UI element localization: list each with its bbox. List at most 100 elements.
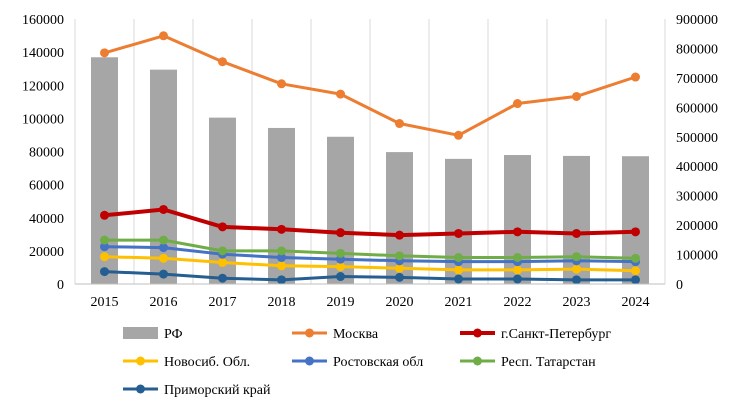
y-right-tick-label: 400000 xyxy=(676,160,718,175)
series-point-0 xyxy=(454,130,463,140)
series-point-1 xyxy=(277,224,286,234)
series-point-3 xyxy=(277,253,286,262)
series-point-2 xyxy=(572,264,581,274)
series-point-2 xyxy=(631,266,640,276)
legend-marker xyxy=(136,384,145,394)
legend-label: Респ. Татарстан xyxy=(501,355,596,370)
series-point-4 xyxy=(336,248,345,258)
legend-marker xyxy=(305,356,314,366)
y-right-tick-label: 0 xyxy=(676,278,683,293)
legend-item: Ростовская обл xyxy=(292,355,423,370)
x-tick-label: 2015 xyxy=(91,295,119,310)
series-point-1 xyxy=(336,228,345,238)
series-point-4 xyxy=(100,235,109,245)
axes: 0 20000 40000 60000 80000 100000 120000 140000 1… xyxy=(22,13,718,310)
legend: РФ Москва г.Санкт-Петербург Новосиб. Обл. Ро… xyxy=(123,327,611,398)
y-right-tick-label: 200000 xyxy=(676,219,718,234)
x-tick-label: 2020 xyxy=(386,295,414,310)
series-point-4 xyxy=(277,246,286,256)
series-point-5 xyxy=(631,275,640,285)
series-point-0 xyxy=(631,72,640,82)
legend-label: Новосиб. Обл. xyxy=(164,355,250,370)
y-left-tick-label: 120000 xyxy=(22,79,64,94)
x-tick-label: 2024 xyxy=(622,295,650,310)
legend-item: Москва xyxy=(292,327,379,342)
series-point-0 xyxy=(572,91,581,101)
series-point-1 xyxy=(218,222,227,232)
y-right-tick-label: 700000 xyxy=(676,72,718,87)
series-point-2 xyxy=(218,257,227,267)
series-line-1 xyxy=(104,207,636,238)
legend-item: Новосиб. Обл. xyxy=(123,355,250,370)
series-point-0 xyxy=(277,79,286,89)
series-point-1 xyxy=(513,227,522,237)
series-point-0 xyxy=(395,119,404,129)
series-point-1 xyxy=(454,228,463,238)
series-point-4 xyxy=(631,253,640,263)
legend-label: РФ xyxy=(164,327,183,342)
legend-item: г.Санкт-Петербург xyxy=(460,327,611,342)
y-right-tick-label: 500000 xyxy=(676,131,718,146)
legend-label: Ростовская обл xyxy=(333,355,423,370)
series-point-0 xyxy=(336,89,345,99)
legend-label: г.Санкт-Петербург xyxy=(501,327,611,342)
x-tick-label: 2022 xyxy=(504,295,532,310)
y-right-tick-label: 300000 xyxy=(676,190,718,205)
series-point-4 xyxy=(218,246,227,256)
x-tick-label: 2021 xyxy=(445,295,473,310)
series-point-4 xyxy=(395,251,404,261)
x-tick-label: 2018 xyxy=(268,295,296,310)
x-tick-label: 2016 xyxy=(150,295,178,310)
series-point-1 xyxy=(631,227,640,237)
y-left-tick-label: 40000 xyxy=(29,212,64,227)
series-point-5 xyxy=(513,274,522,284)
series-line-0 xyxy=(104,34,636,137)
series-point-3 xyxy=(159,243,168,253)
series-point-2 xyxy=(395,263,404,273)
legend-swatch xyxy=(123,327,158,339)
legend-item: Респ. Татарстан xyxy=(460,355,596,370)
series-point-0 xyxy=(513,99,522,109)
series-point-2 xyxy=(336,262,345,272)
series-point-5 xyxy=(277,275,286,285)
x-tick-label: 2023 xyxy=(563,295,591,310)
legend-marker xyxy=(473,356,482,366)
y-right-tick-label: 900000 xyxy=(676,13,718,28)
line-series xyxy=(100,31,640,285)
series-point-2 xyxy=(513,265,522,275)
series-point-2 xyxy=(454,265,463,275)
legend-item: Приморский край xyxy=(123,383,271,398)
y-right-tick-label: 800000 xyxy=(676,42,718,57)
grid xyxy=(133,19,607,284)
legend-marker xyxy=(305,328,314,338)
series-point-2 xyxy=(159,253,168,263)
series-point-1 xyxy=(395,230,404,240)
series-point-4 xyxy=(513,253,522,262)
series-point-0 xyxy=(100,48,109,58)
legend-marker xyxy=(136,356,145,366)
series-point-5 xyxy=(336,272,345,282)
y-left-tick-label: 80000 xyxy=(29,146,64,161)
series-point-1 xyxy=(100,210,109,220)
series-point-0 xyxy=(159,31,168,41)
series-point-1 xyxy=(572,228,581,238)
series-point-2 xyxy=(100,252,109,262)
series-point-2 xyxy=(277,261,286,271)
series-point-5 xyxy=(572,275,581,285)
series-point-4 xyxy=(454,253,463,262)
y-left-tick-label: 100000 xyxy=(22,112,64,127)
series-point-5 xyxy=(159,269,168,279)
series-line-2 xyxy=(104,255,636,273)
legend-marker xyxy=(473,328,482,338)
x-tick-label: 2017 xyxy=(209,295,237,310)
series-point-1 xyxy=(159,204,168,214)
series-point-5 xyxy=(218,273,227,283)
y-left-tick-label: 140000 xyxy=(22,46,64,61)
y-right-tick-label: 100000 xyxy=(676,249,718,264)
y-left-tick-label: 20000 xyxy=(29,245,64,260)
series-point-5 xyxy=(454,274,463,284)
y-left-tick-label: 160000 xyxy=(22,13,64,28)
series-line-3 xyxy=(104,245,636,264)
